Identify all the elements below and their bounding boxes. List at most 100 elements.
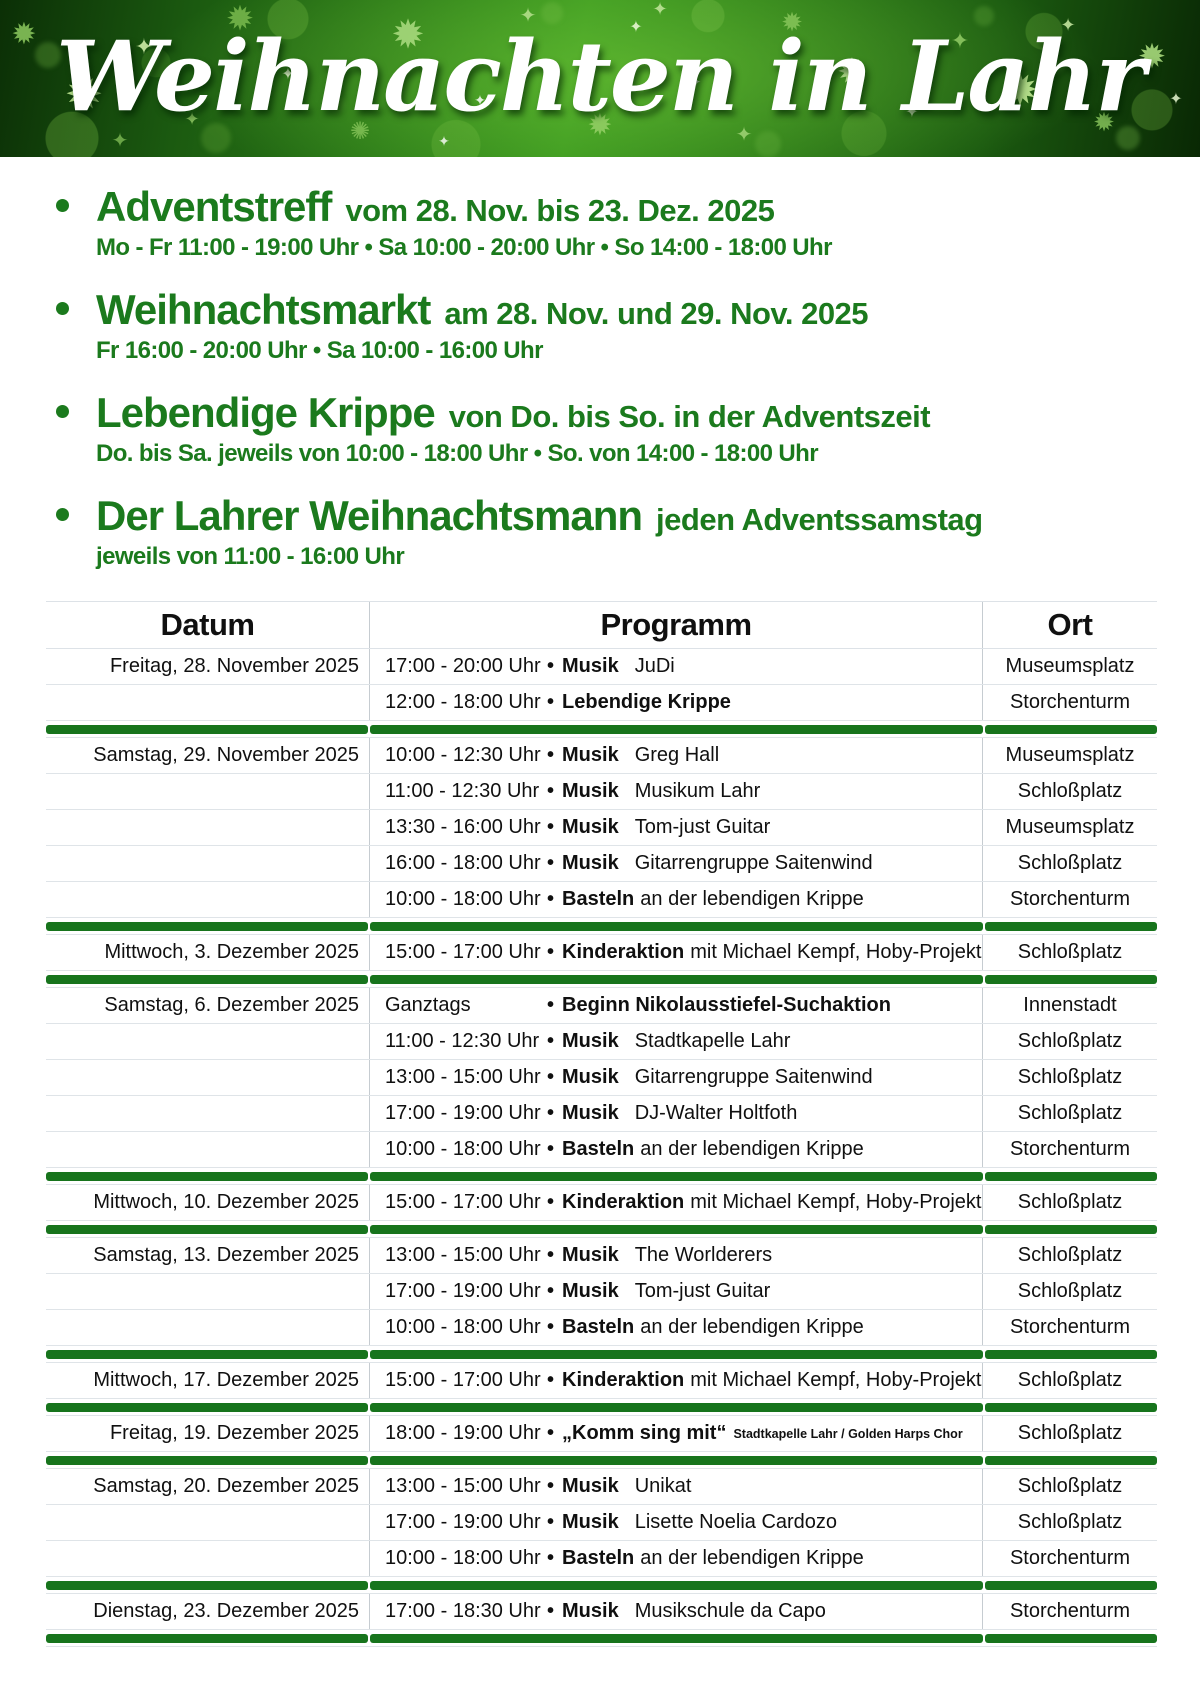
program-activity: Musik [562, 1280, 619, 1302]
group-divider [46, 1221, 1157, 1238]
program-detail: an der lebendigen Krippe [640, 888, 864, 910]
divider-bar [370, 1171, 983, 1181]
program-detail: an der lebendigen Krippe [640, 1138, 864, 1160]
divider-bar [985, 1633, 1157, 1643]
date-cell: Freitag, 28. November 2025 [46, 649, 370, 684]
group-divider [46, 1399, 1157, 1416]
glow-dot [541, 1, 563, 24]
location-cell: Schloßplatz [983, 935, 1157, 970]
program-cell: 17:00 - 20:00 Uhr • Musik JuDi [370, 649, 983, 684]
glow-dot [327, 94, 345, 113]
table-row: Freitag, 28. November 2025 17:00 - 20:00 … [46, 649, 1157, 685]
divider-bar [985, 1402, 1157, 1412]
divider-bar [985, 1224, 1157, 1234]
table-row: 11:00 - 12:30 Uhr • Musik Musikum Lahr Schlo… [46, 774, 1157, 810]
location-cell: Museumsplatz [983, 738, 1157, 773]
program-time: 10:00 - 18:00 Uhr [385, 1316, 541, 1338]
event-date-range: jeden Adventssamstag [656, 502, 983, 537]
program-time: 11:00 - 12:30 Uhr [385, 1030, 540, 1052]
sparkle-icon: ✹ [587, 108, 613, 142]
program-activity: Kinderaktion [562, 1191, 685, 1213]
program-time: 13:00 - 15:00 Uhr [385, 1066, 541, 1088]
program-cell: 17:00 - 19:00 Uhr • Musik Lisette Noelia Ca… [370, 1505, 983, 1540]
program-cell: 10:00 - 18:00 Uhr • Basteln an der lebendig… [370, 1132, 983, 1167]
program-detail: an der lebendigen Krippe [640, 1316, 864, 1338]
sparkle-icon: ✦ [281, 66, 295, 84]
program-bullet-icon: • [547, 1191, 555, 1213]
sparkle-icon: ✹ [1137, 37, 1167, 76]
event-title: Lebendige Krippe [96, 389, 436, 436]
location-cell: Schloßplatz [983, 1096, 1157, 1131]
program-bullet-icon: • [547, 780, 555, 802]
program-bullet-icon: • [547, 1475, 555, 1497]
location-cell: Schloßplatz [983, 774, 1157, 809]
program-bullet-icon: • [547, 1600, 555, 1622]
glow-dot [201, 123, 231, 154]
program-cell: 17:00 - 19:00 Uhr • Musik DJ-Walter Holtfot… [370, 1096, 983, 1131]
location-text: Schloßplatz [1017, 1191, 1123, 1213]
program-detail: Tom-just Guitar [634, 1280, 771, 1302]
program-activity: Musik [562, 744, 619, 766]
event-content: Lebendige Krippe von Do. bis So. in der A… [96, 389, 931, 468]
program-detail: The Worlderers [634, 1244, 773, 1266]
program-activity: Kinderaktion [562, 941, 685, 963]
table-row: Dienstag, 23. Dezember 2025 17:00 - 18:30… [46, 1594, 1157, 1630]
date-text: Mittwoch, 3. Dezember 2025 [104, 941, 359, 963]
program-activity: Musik [562, 816, 619, 838]
event-times: Mo - Fr 11:00 - 19:00 Uhr • Sa 10:00 - 2… [96, 234, 832, 261]
group-divider [46, 1168, 1157, 1185]
column-header-programm: Programm [370, 602, 983, 648]
event-title: Weihnachtsmarkt [96, 286, 431, 333]
table-row: Samstag, 20. Dezember 2025 13:00 - 15:00 … [46, 1469, 1157, 1505]
program-detail: Stadtkapelle Lahr [634, 1030, 791, 1052]
location-cell: Schloßplatz [983, 846, 1157, 881]
program-cell: 17:00 - 18:30 Uhr • Musik Musikschule da Ca… [370, 1594, 983, 1629]
divider-bar [46, 1455, 368, 1465]
program-bullet-icon: • [547, 852, 555, 874]
program-activity: Kinderaktion [562, 1369, 685, 1391]
date-cell: Dienstag, 23. Dezember 2025 [46, 1594, 370, 1629]
event-date-range: am 28. Nov. und 29. Nov. 2025 [444, 296, 869, 331]
sparkle-icon: ✦ [1169, 91, 1183, 109]
date-text: Samstag, 29. November 2025 [93, 744, 359, 766]
group-divider [46, 1577, 1157, 1594]
program-bullet-icon: • [547, 1030, 555, 1052]
program-cell: 11:00 - 12:30 Uhr • Musik Musikum Lahr [370, 774, 983, 809]
program-cell: 10:00 - 18:00 Uhr • Basteln an der lebendig… [370, 1541, 983, 1576]
group-divider [46, 1452, 1157, 1469]
location-text: Storchenturm [1009, 1316, 1131, 1338]
program-time: 13:00 - 15:00 Uhr [385, 1244, 541, 1266]
program-activity: Musik [562, 1102, 619, 1124]
event-item: Lebendige Krippe von Do. bis So. in der A… [52, 389, 1160, 468]
location-cell: Schloßplatz [983, 1238, 1157, 1273]
program-detail: Greg Hall [634, 744, 720, 766]
date-cell: Samstag, 29. November 2025 [46, 738, 370, 773]
date-cell: Samstag, 20. Dezember 2025 [46, 1469, 370, 1504]
table-row: 10:00 - 18:00 Uhr • Basteln an der lebendig… [46, 1310, 1157, 1346]
table-row: Mittwoch, 3. Dezember 2025 15:00 - 17:00 … [46, 935, 1157, 971]
divider-bar [985, 1455, 1157, 1465]
program-activity: Musik [562, 1475, 619, 1497]
sparkle-icon: ✹ [836, 51, 868, 93]
date-cell [46, 810, 370, 845]
location-cell: Storchenturm [983, 1541, 1157, 1576]
program-performers: Stadtkapelle Lahr / Golden Harps Chor [733, 1426, 963, 1441]
divider-bar [370, 921, 983, 931]
date-text: Dienstag, 23. Dezember 2025 [93, 1600, 359, 1622]
location-text: Schloßplatz [1017, 1475, 1123, 1497]
location-text: Schloßplatz [1017, 1369, 1123, 1391]
table-row: 13:30 - 16:00 Uhr • Musik Tom-just Guitar Mu… [46, 810, 1157, 846]
program-bullet-icon: • [547, 1511, 555, 1533]
program-time: 17:00 - 19:00 Uhr [385, 1280, 541, 1302]
program-activity: Basteln [562, 888, 635, 910]
program-activity: Musik [562, 1030, 619, 1052]
location-cell: Schloßplatz [983, 1469, 1157, 1504]
program-bullet-icon: • [547, 691, 555, 713]
glow-dot [974, 5, 994, 26]
event-times: Do. bis Sa. jeweils von 10:00 - 18:00 Uh… [96, 440, 819, 467]
event-title-line: Adventstreff vom 28. Nov. bis 23. Dez. 20… [96, 183, 832, 231]
event-title: Adventstreff [96, 183, 332, 230]
location-cell: Storchenturm [983, 685, 1157, 720]
location-text: Schloßplatz [1017, 1511, 1123, 1533]
location-text: Storchenturm [1009, 888, 1131, 910]
